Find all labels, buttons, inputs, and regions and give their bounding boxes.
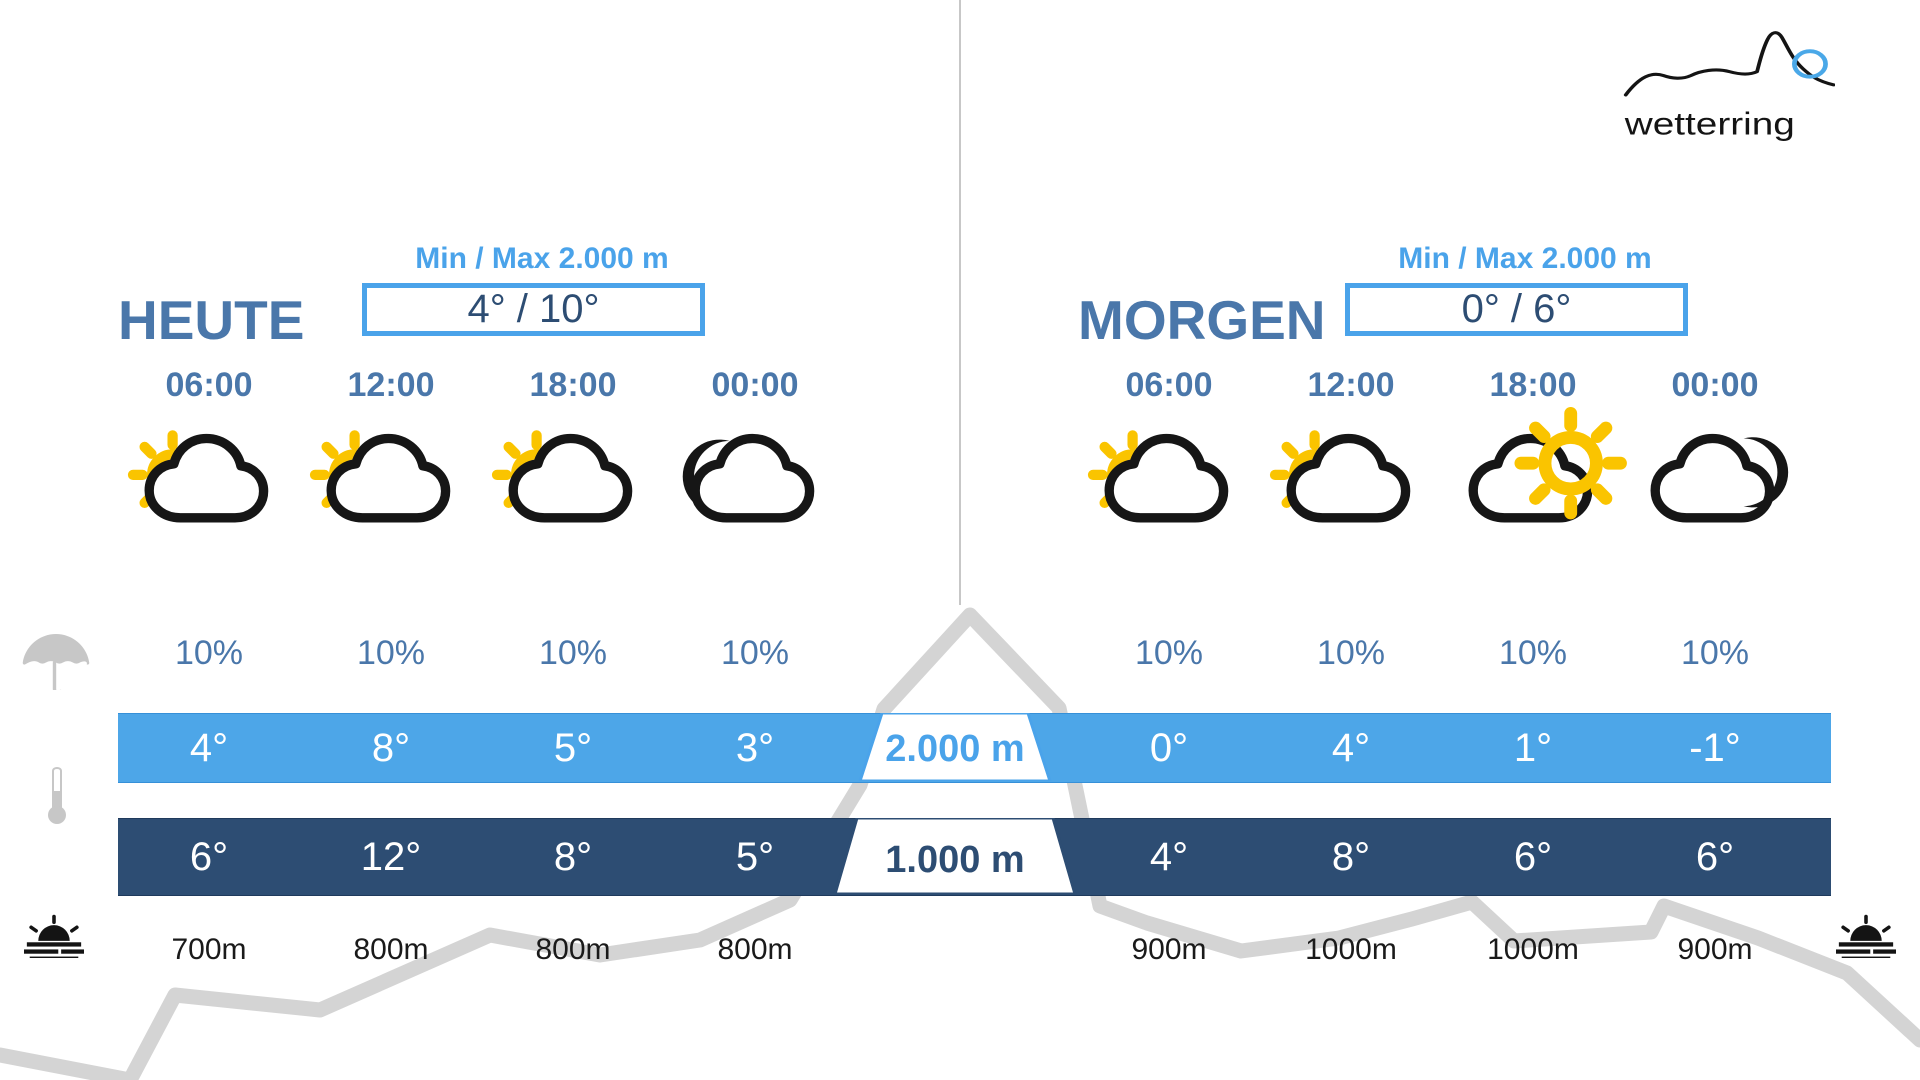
svg-text:wetterring: wetterring [1624,107,1795,142]
svg-text:2.000 m: 2.000 m [885,728,1024,770]
svg-text:1.000 m: 1.000 m [885,839,1024,881]
